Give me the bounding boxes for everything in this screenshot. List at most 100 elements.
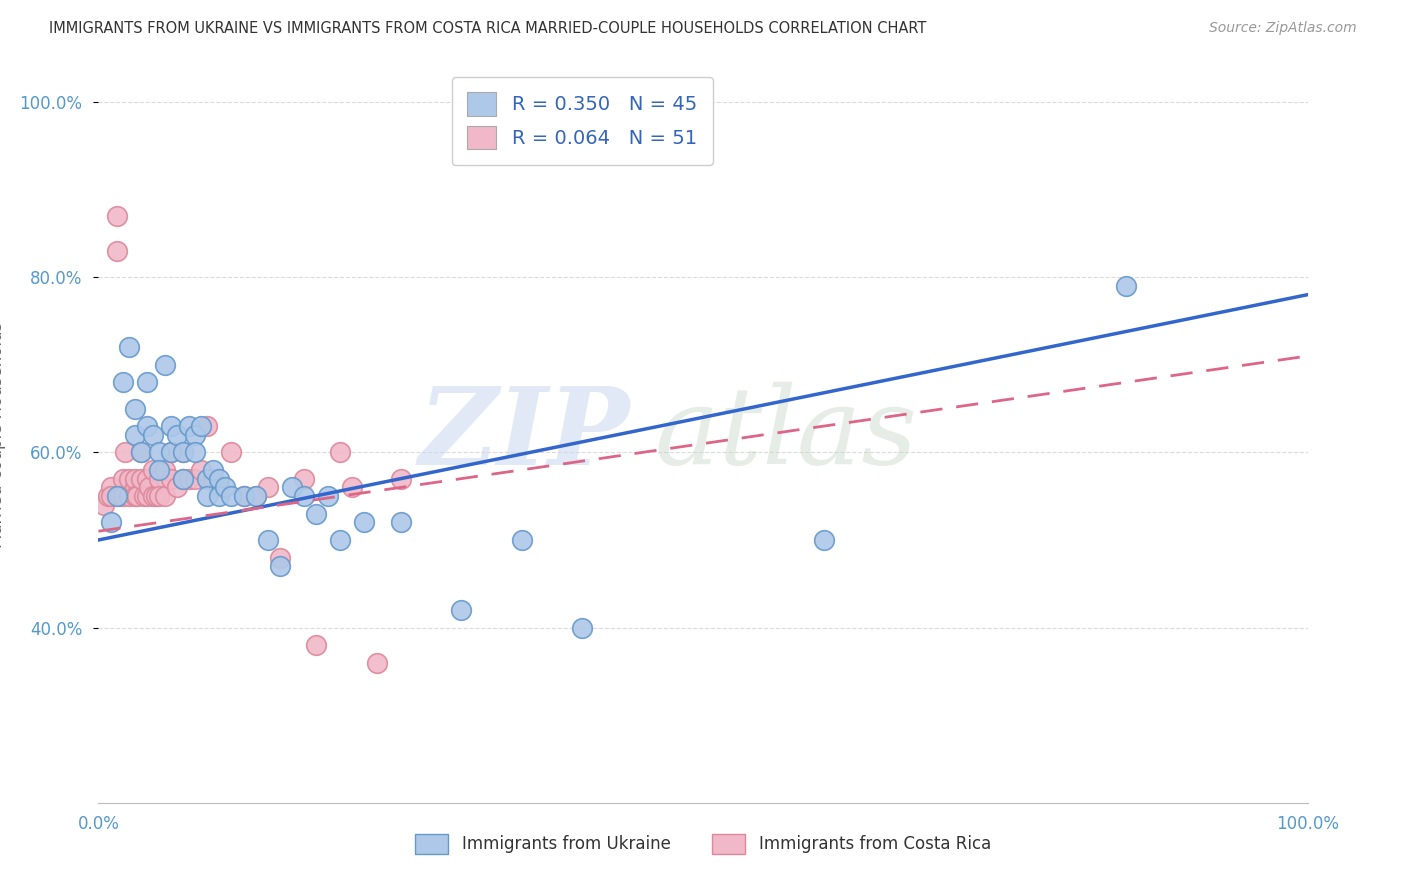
Point (111, 489, 134, 503)
Point (208, 472, 231, 486)
Point (138, 480, 160, 494)
Point (292, 489, 315, 503)
Point (135, 472, 157, 486)
Point (127, 489, 149, 503)
Point (124, 480, 146, 494)
Point (129, 445, 152, 459)
Point (329, 533, 352, 547)
Point (202, 472, 225, 486)
Point (214, 480, 236, 494)
Point (105, 244, 128, 258)
Point (118, 472, 141, 486)
Point (245, 489, 267, 503)
Point (172, 445, 194, 459)
Point (389, 472, 412, 486)
Point (195, 489, 218, 503)
Point (142, 427, 165, 442)
Point (184, 445, 207, 459)
Point (208, 489, 231, 503)
Point (148, 463, 170, 477)
Point (389, 516, 412, 530)
Point (148, 445, 170, 459)
Point (172, 472, 194, 486)
Point (245, 489, 267, 503)
Point (124, 401, 146, 416)
Point (145, 489, 167, 503)
Point (269, 559, 291, 574)
Point (190, 463, 212, 477)
Point (316, 489, 339, 503)
Point (353, 516, 375, 530)
Point (129, 445, 152, 459)
Point (281, 480, 304, 494)
Point (166, 480, 188, 494)
Point (160, 445, 183, 459)
Point (190, 419, 212, 434)
Point (160, 472, 183, 486)
Point (195, 419, 218, 434)
Point (1115, 279, 1137, 293)
Point (148, 489, 170, 503)
Point (135, 419, 157, 434)
Point (134, 489, 156, 503)
Point (172, 445, 194, 459)
Text: atlas: atlas (655, 383, 918, 487)
Point (221, 445, 243, 459)
Point (118, 489, 141, 503)
Point (256, 480, 278, 494)
Point (100, 516, 122, 530)
Point (342, 480, 364, 494)
Point (105, 209, 128, 223)
Point (124, 489, 146, 503)
Point (202, 463, 225, 477)
Point (256, 533, 278, 547)
Point (450, 603, 472, 617)
Point (232, 489, 254, 503)
Point (813, 533, 835, 547)
Point (160, 445, 183, 459)
Point (124, 472, 146, 486)
Point (305, 507, 328, 521)
Point (292, 472, 315, 486)
Point (232, 489, 254, 503)
Point (111, 376, 134, 390)
Point (329, 445, 352, 459)
Legend: Immigrants from Ukraine, Immigrants from Costa Rica: Immigrants from Ukraine, Immigrants from… (408, 827, 998, 861)
Point (269, 550, 291, 565)
Point (105, 489, 128, 503)
Point (179, 472, 201, 486)
Point (184, 427, 207, 442)
Point (221, 489, 243, 503)
Point (93, 498, 115, 512)
Point (124, 427, 146, 442)
Point (153, 358, 176, 372)
Point (135, 489, 157, 503)
Point (160, 419, 183, 434)
Point (179, 419, 201, 434)
Point (142, 463, 165, 477)
Point (510, 533, 533, 547)
Point (135, 376, 157, 390)
Text: IMMIGRANTS FROM UKRAINE VS IMMIGRANTS FROM COSTA RICA MARRIED-COUPLE HOUSEHOLDS : IMMIGRANTS FROM UKRAINE VS IMMIGRANTS FR… (49, 21, 927, 36)
Point (172, 472, 194, 486)
Point (100, 489, 122, 503)
Point (148, 472, 170, 486)
Point (184, 472, 207, 486)
Point (142, 489, 165, 503)
Point (129, 472, 152, 486)
Text: ZIP: ZIP (419, 382, 630, 488)
Point (153, 489, 176, 503)
Text: Source: ZipAtlas.com: Source: ZipAtlas.com (1209, 21, 1357, 35)
Point (118, 340, 141, 354)
Point (153, 463, 176, 477)
Point (114, 445, 136, 459)
Point (305, 638, 328, 652)
Point (366, 656, 388, 670)
Point (97, 489, 120, 503)
Point (100, 480, 122, 494)
Point (111, 472, 134, 486)
Point (195, 472, 218, 486)
Point (571, 621, 593, 635)
Point (208, 480, 231, 494)
Point (108, 489, 131, 503)
